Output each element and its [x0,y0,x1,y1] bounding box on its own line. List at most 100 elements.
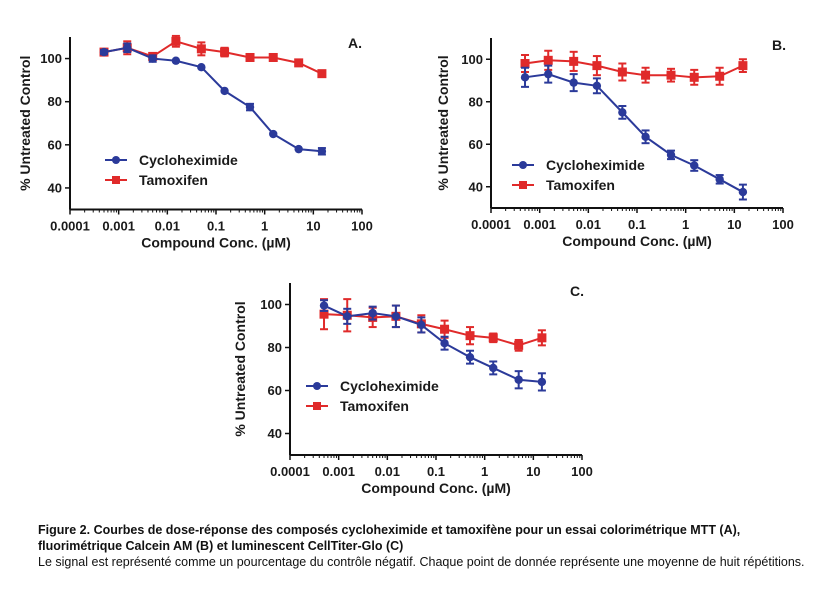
data-point [368,308,377,318]
data-point [520,59,530,68]
data-point [317,69,327,79]
x-tick-label: 100 [772,217,794,232]
x-axis-title: Compound Conc. (µM) [361,480,511,496]
y-tick-label: 40 [48,180,62,195]
legend-marker [112,156,120,164]
data-point [715,175,724,184]
y-tick-label: 100 [461,52,483,67]
y-tick-label: 60 [268,383,282,398]
legend-label: Cycloheximide [546,157,645,173]
series-line [103,46,322,153]
x-tick-label: 1 [481,464,488,479]
x-tick-label: 10 [526,464,540,479]
x-tick-label: 10 [727,217,741,232]
series-cycloheximide [520,64,748,201]
panel-label: A. [348,35,362,51]
data-point [514,340,524,350]
caption-body: Le signal est représenté comme un pource… [38,555,805,569]
data-point [617,67,627,77]
x-tick-label: 100 [351,219,373,234]
y-tick-label: 100 [260,297,282,312]
data-point [465,331,475,341]
data-point [440,324,450,334]
data-point [520,73,530,82]
data-point [690,161,699,170]
x-tick-label: 10 [306,219,320,234]
legend-marker [112,176,120,184]
series-line [524,73,744,193]
data-point [544,69,553,79]
y-tick-label: 80 [48,94,62,109]
data-point [537,333,547,343]
data-point [592,61,602,71]
x-tick-label: 0.1 [207,219,225,234]
x-tick-label: 0.1 [427,464,445,479]
data-point [689,72,699,82]
data-point [569,78,578,87]
y-tick-label: 80 [469,94,483,109]
legend-marker [519,181,527,189]
data-point [543,55,553,65]
data-point [319,301,329,310]
x-tick-label: 0.01 [375,464,400,479]
y-axis-title: % Untreated Control [17,56,33,191]
x-tick-label: 0.001 [102,219,135,234]
series-tamoxifen [520,49,748,86]
data-point [666,150,676,160]
x-tick-label: 0.0001 [270,464,310,479]
data-point [537,377,547,387]
data-point [417,320,426,330]
data-point [618,108,627,117]
data-point [245,102,255,112]
y-axis-title: % Untreated Control [435,55,451,190]
legend-marker [313,382,321,390]
x-tick-label: 0.0001 [471,217,511,232]
data-point [294,58,304,68]
legend-label: Cycloheximide [139,152,238,168]
x-tick-label: 0.01 [155,219,180,234]
data-point [317,147,327,156]
data-point [171,56,181,65]
data-point [514,375,523,384]
y-axis-title: % Untreated Control [232,301,248,436]
x-tick-label: 0.001 [322,464,355,479]
data-point [196,44,206,54]
data-point [666,70,676,80]
legend-label: Tamoxifen [546,177,615,193]
data-point [489,363,498,373]
figure-caption: Figure 2. Courbes de dose-réponse des co… [38,522,808,570]
caption-title: Figure 2. Courbes de dose-réponse des co… [38,523,741,553]
y-tick-label: 60 [48,137,62,152]
x-axis-title: Compound Conc. (µM) [141,235,291,251]
x-axis-title: Compound Conc. (µM) [562,233,712,249]
legend-marker [313,402,321,410]
data-point [268,52,278,62]
data-point [488,333,498,343]
data-point [123,43,132,52]
y-tick-label: 40 [469,179,483,194]
y-tick-label: 40 [268,426,282,441]
data-point [245,52,255,62]
x-tick-label: 1 [261,219,268,234]
legend-label: Tamoxifen [340,398,409,414]
data-point [465,352,475,362]
data-point [220,86,229,96]
series-line [323,304,542,383]
x-tick-label: 0.001 [523,217,556,232]
data-point [641,132,650,142]
data-point [99,47,109,57]
data-point [738,61,748,71]
series-cycloheximide [99,42,327,156]
panel-label: B. [772,37,786,53]
y-tick-label: 100 [40,51,62,66]
data-point [319,309,329,319]
data-point [269,129,278,139]
data-point [569,56,579,66]
data-point [592,81,602,91]
y-tick-label: 60 [469,137,483,152]
series-tamoxifen [319,298,547,352]
data-point [391,312,401,321]
